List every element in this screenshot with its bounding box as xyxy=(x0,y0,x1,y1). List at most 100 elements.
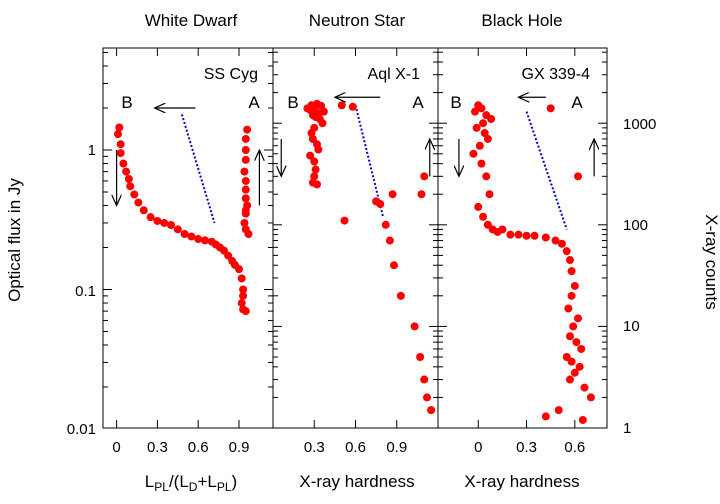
data-point-panel-3 xyxy=(498,225,507,234)
xlabel-part-l: L xyxy=(145,472,154,491)
data-point-panel-2 xyxy=(390,261,398,270)
data-point-panel-1 xyxy=(167,220,175,229)
data-point-panel-3 xyxy=(565,332,574,341)
data-point-panel-3 xyxy=(567,291,576,300)
data-point-panel-3 xyxy=(586,393,595,402)
data-point-panel-1 xyxy=(241,134,250,143)
data-point-panel-2 xyxy=(310,157,319,166)
panel-frame-3 xyxy=(437,47,608,429)
data-point-panel-3 xyxy=(482,172,491,181)
data-point-panel-3 xyxy=(480,129,489,138)
y-axis-label-xray-counts: X-ray counts xyxy=(702,214,720,309)
data-point-panel-2 xyxy=(416,352,425,361)
guide-line-panel-1 xyxy=(180,114,216,224)
data-point-panel-3 xyxy=(514,230,523,239)
data-point-panel-1 xyxy=(119,159,128,168)
data-point-panel-3 xyxy=(479,212,488,221)
state-label-b-3: B xyxy=(450,93,461,112)
data-point-panel-3 xyxy=(554,406,563,415)
data-point-panel-3 xyxy=(570,281,579,290)
left-ytick-1: 1 xyxy=(88,142,96,159)
xtick-label-panel-1: 0.9 xyxy=(229,439,250,456)
data-point-panel-2 xyxy=(306,151,315,160)
data-point-panel-1 xyxy=(241,155,250,164)
data-point-panel-2 xyxy=(348,102,357,111)
data-point-panel-1 xyxy=(239,285,248,294)
data-point-panel-3 xyxy=(522,231,531,240)
data-point-panel-1 xyxy=(243,125,252,134)
source-label-gx339-4: GX 339-4 xyxy=(522,66,591,83)
data-point-panel-3 xyxy=(567,357,576,366)
data-point-panel-1 xyxy=(126,182,135,191)
data-point-panel-2 xyxy=(417,190,426,199)
xtick-label-panel-1: 0 xyxy=(112,439,120,456)
data-point-panel-3 xyxy=(474,202,483,211)
xlabel-sub-d: D xyxy=(189,480,198,494)
data-point-panel-2 xyxy=(313,180,321,189)
data-point-panel-1 xyxy=(237,274,246,283)
data-point-panel-1 xyxy=(241,307,250,316)
data-point-panel-1 xyxy=(241,146,250,154)
y-axis-label-optical-flux: Optical flux in Jy xyxy=(5,178,24,302)
data-point-panel-1 xyxy=(224,251,233,260)
data-point-panel-1 xyxy=(160,218,169,227)
panel-title-white-dwarf: White Dwarf xyxy=(145,11,238,30)
data-point-panel-2 xyxy=(420,172,429,181)
state-label-a-3: A xyxy=(571,93,583,112)
data-point-panel-1 xyxy=(241,185,250,194)
data-point-panel-2 xyxy=(388,190,397,199)
data-point-panel-2 xyxy=(420,375,429,384)
data-point-panel-3 xyxy=(557,239,566,248)
data-point-panel-1 xyxy=(187,232,196,241)
xtick-label-panel-1: 0.6 xyxy=(188,439,209,456)
data-point-panel-3 xyxy=(487,114,496,123)
data-point-panel-1 xyxy=(241,206,250,215)
data-point-panel-3 xyxy=(578,415,587,424)
data-point-panel-3 xyxy=(477,104,486,113)
data-point-panel-3 xyxy=(569,322,578,331)
data-point-panel-1 xyxy=(237,299,246,308)
plot-background xyxy=(103,48,607,428)
data-point-panel-3 xyxy=(567,267,576,276)
guide-line-panel-3 xyxy=(525,111,568,230)
xtick-label-panel-2: 0.3 xyxy=(304,439,325,456)
left-ytick-0-1: 0.1 xyxy=(75,283,96,300)
data-point-panel-1 xyxy=(115,123,124,132)
data-point-panel-1 xyxy=(134,198,143,207)
data-point-panel-3 xyxy=(475,141,484,150)
state-label-a-2: A xyxy=(412,93,424,112)
right-ytick-100: 100 xyxy=(623,217,648,234)
data-point-panel-1 xyxy=(124,174,133,183)
data-point-panel-1 xyxy=(146,213,155,222)
data-point-panel-1 xyxy=(239,291,248,300)
data-point-panel-2 xyxy=(376,200,385,209)
data-point-panel-3 xyxy=(530,231,539,240)
data-point-panel-1 xyxy=(235,265,243,274)
data-point-panel-3 xyxy=(574,172,583,181)
source-label-ss-cyg: SS Cyg xyxy=(204,66,258,83)
data-point-panel-2 xyxy=(310,172,319,181)
data-point-panel-3 xyxy=(506,230,515,239)
data-point-panel-3 xyxy=(546,104,555,113)
data-point-panel-3 xyxy=(541,412,550,421)
panel-title-black-hole: Black Hole xyxy=(481,11,562,30)
data-point-panel-3 xyxy=(485,190,494,199)
data-point-panel-3 xyxy=(469,149,478,158)
data-point-panel-1 xyxy=(201,236,209,245)
data-point-panel-1 xyxy=(153,216,162,225)
xlabel-part-l-d: /(L xyxy=(169,472,189,491)
xlabel-close-paren: ) xyxy=(232,472,238,491)
data-point-panel-2 xyxy=(337,101,346,110)
data-point-panel-2 xyxy=(340,216,349,225)
data-point-panel-3 xyxy=(564,304,573,313)
data-point-panel-1 xyxy=(244,229,253,238)
data-point-panel-1 xyxy=(139,206,148,215)
data-point-panel-2 xyxy=(423,393,431,402)
data-point-panel-1 xyxy=(194,235,203,244)
xtick-label-panel-3: 0.6 xyxy=(564,439,585,456)
data-point-panel-1 xyxy=(241,194,250,203)
x-axis-label-xray-hardness-1: X-ray hardness xyxy=(299,472,414,491)
xtick-label-panel-2: 0.9 xyxy=(386,439,407,456)
data-point-panel-1 xyxy=(241,176,250,185)
data-point-panel-1 xyxy=(116,149,125,158)
